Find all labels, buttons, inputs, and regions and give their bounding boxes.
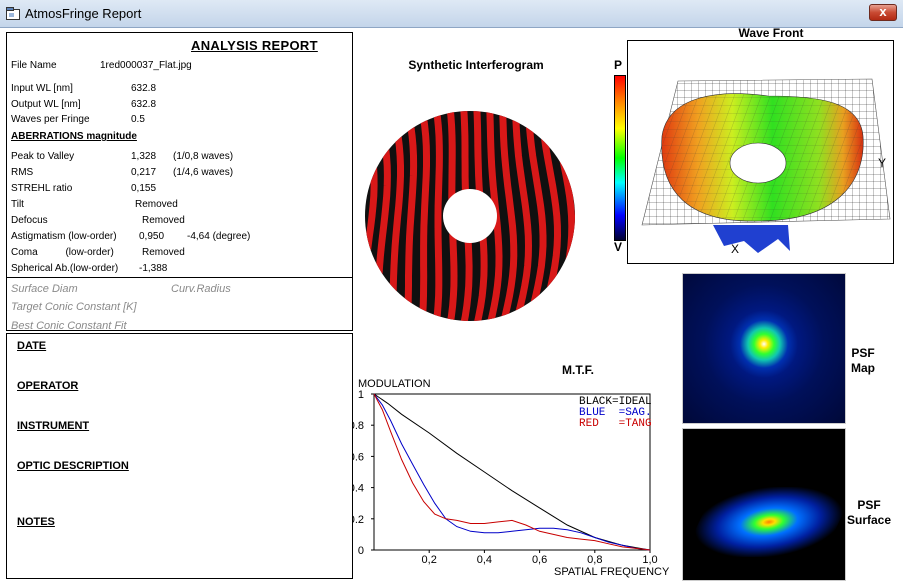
coma-value: Removed (142, 247, 185, 258)
report-window: ANALYSIS REPORT File Name 1red000037_Fla… (0, 26, 903, 587)
wavefront-panel: Y X (627, 40, 894, 264)
wavefront-title: Wave Front (738, 26, 804, 40)
ptv-label: Peak to Valley (11, 151, 75, 162)
ptv-waves: (1/0,8 waves) (173, 151, 234, 162)
close-button[interactable]: x (869, 4, 897, 21)
output-wl-label: Output WL [nm] (11, 99, 81, 110)
psf-surface-image (682, 428, 846, 581)
astigmatism-value: 0,950 (139, 231, 165, 242)
spherical-value: -1,388 (139, 263, 168, 274)
rms-waves: (1/4,6 waves) (173, 167, 234, 178)
close-icon: x (879, 4, 887, 19)
interferogram-title: Synthetic Interferogram (408, 58, 544, 72)
notes-panel: DATE OPERATOR INSTRUMENT OPTIC DESCRIPTI… (6, 333, 353, 579)
mtf-tang-line (373, 393, 651, 551)
optic-description-label: OPTIC DESCRIPTION (17, 460, 129, 472)
mtf-y-tick-label: 0.8 (352, 420, 364, 432)
best-conic-label: Best Conic Constant Fit (11, 320, 127, 332)
tilt-label: Tilt (11, 199, 24, 210)
title-bar: AtmosFringe Report x (0, 0, 903, 28)
mtf-legend-sag: BLUE =SAG. (579, 407, 652, 419)
strehl-value: 0,155 (131, 183, 157, 194)
input-wl-label: Input WL [nm] (11, 83, 73, 94)
date-label: DATE (17, 340, 47, 352)
interferogram-image (365, 111, 575, 321)
mtf-x-tick-label: 0,6 (532, 554, 547, 566)
target-conic-label: Target Conic Constant [K] (11, 301, 137, 313)
interferogram-fringe (418, 111, 430, 321)
input-wl-value: 632.8 (131, 83, 157, 94)
colorbar-top-label: P (614, 58, 623, 72)
report-divider (7, 277, 352, 278)
file-name-value: 1red000037_Flat.jpg (100, 60, 192, 71)
mtf-xlabel: SPATIAL FREQUENCY (554, 566, 670, 578)
interferogram-fringe (524, 111, 547, 321)
rms-value: 0,217 (131, 167, 157, 178)
mtf-y-tick-label: 0.6 (352, 451, 364, 463)
spherical-label: Spherical Ab.(low-order) (11, 263, 119, 274)
mtf-plot-area (373, 393, 651, 551)
coma-label: Coma (low-order) (11, 247, 114, 258)
waves-per-fringe-label: Waves per Fringe (11, 114, 90, 125)
operator-label: OPERATOR (17, 380, 79, 392)
mtf-y-tick-label: 0.4 (352, 483, 364, 495)
defocus-label: Defocus (11, 215, 48, 226)
interferogram-fringe (432, 111, 443, 321)
tilt-value: Removed (135, 199, 178, 210)
mtf-ylabel: MODULATION (358, 378, 431, 390)
mtf-legend-ideal: BLACK=IDEAL (579, 396, 652, 408)
surface-diam-label: Surface Diam (11, 283, 78, 295)
ptv-value: 1,328 (131, 151, 157, 162)
astigmatism-label: Astigmatism (low-order) (11, 231, 117, 242)
interferogram-fringe (499, 111, 518, 321)
mtf-x-tick-label: 0,2 (422, 554, 437, 566)
psf-map-image (682, 273, 846, 424)
psf-surface-label-2: Surface (846, 513, 892, 527)
mtf-chart: MODULATION 0 0.2 0.4 0.6 0.8 1 0,2 0,4 0,6 0,8 1,0… (352, 378, 670, 578)
aberrations-header: ABERRATIONS magnitude (11, 131, 137, 142)
psf-surface-label-1: PSF (857, 498, 881, 512)
psf-map-label-2: Map (851, 361, 875, 375)
wavefront-surface-plot: Y X (641, 78, 891, 256)
colorbar (614, 75, 626, 241)
mtf-y-tick-label: 0 (358, 545, 364, 557)
notes-label: NOTES (17, 516, 55, 528)
interferogram-fringe (403, 111, 418, 321)
mtf-x-tick-label: 0,8 (587, 554, 602, 566)
mtf-y-tick-label: 1 (358, 389, 364, 401)
defocus-value: Removed (142, 215, 185, 226)
mtf-title: M.T.F. (562, 363, 594, 377)
psf-map-label-1: PSF (851, 346, 875, 360)
analysis-report-panel: ANALYSIS REPORT File Name 1red000037_Fla… (6, 32, 353, 332)
report-title: ANALYSIS REPORT (191, 38, 318, 53)
mtf-sag-line (373, 393, 651, 551)
rms-label: RMS (11, 167, 34, 178)
curv-radius-label: Curv.Radius (171, 283, 231, 295)
output-wl-value: 632.8 (131, 99, 157, 110)
instrument-label: INSTRUMENT (17, 420, 90, 432)
mtf-legend-tang: RED =TANG (579, 418, 652, 430)
file-name-label: File Name (11, 60, 57, 71)
waves-per-fringe-value: 0.5 (131, 114, 145, 125)
interferogram-fringe (511, 111, 533, 321)
colorbar-bottom-label: V (614, 240, 623, 254)
mtf-x-tick-label: 1,0 (642, 554, 657, 566)
astigmatism-angle: -4,64 (degree) (187, 231, 251, 242)
mtf-y-tick-label: 0.2 (352, 514, 364, 526)
wavefront-y-label: Y (878, 156, 886, 170)
mtf-x-tick-label: 0,4 (477, 554, 492, 566)
wavefront-x-label: X (731, 242, 739, 256)
strehl-label: STREHL ratio (11, 183, 73, 194)
window-title: AtmosFringe Report (25, 6, 142, 21)
app-icon (6, 7, 20, 20)
